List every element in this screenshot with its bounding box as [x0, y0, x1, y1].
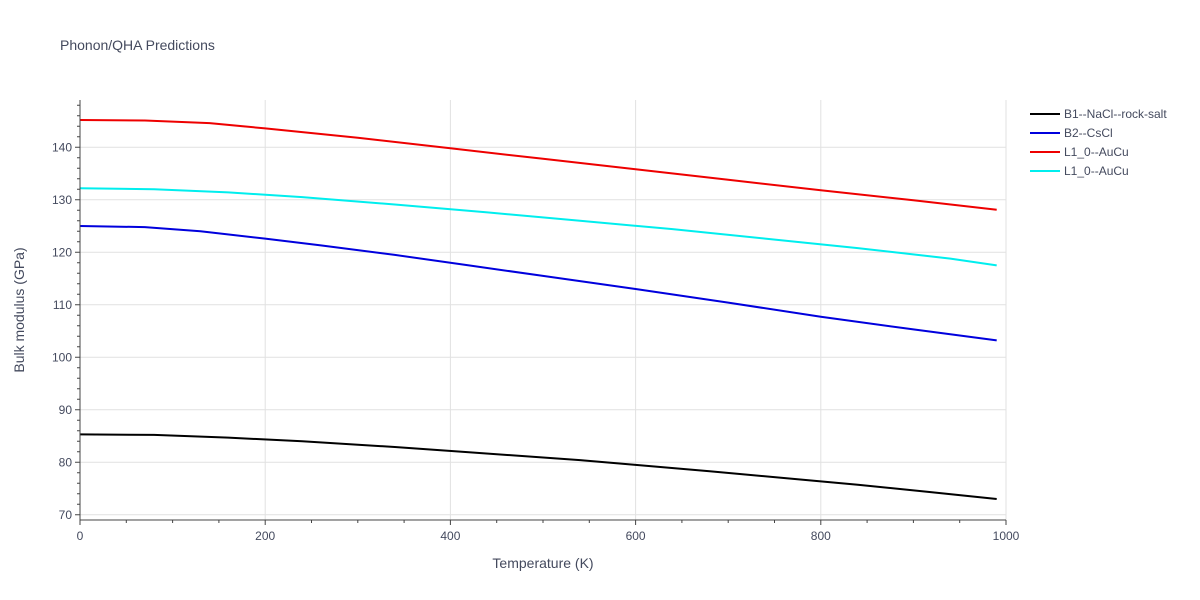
x-tick-label: 0: [77, 529, 84, 543]
y-tick-label: 140: [52, 140, 72, 154]
axes: 70 80 90 100 110 120 130 140 0 200 400 600 800 1000: [52, 100, 1020, 543]
series-line-2: [79, 119, 997, 211]
legend-label: L1_0--AuCu: [1064, 145, 1129, 159]
legend-item-2[interactable]: L1_0--AuCu: [1030, 145, 1129, 159]
y-tick-label: 90: [59, 403, 73, 417]
x-tick-label: 600: [626, 529, 646, 543]
x-tick-label: 400: [440, 529, 460, 543]
y-axis-title: Bulk modulus (GPa): [11, 247, 27, 372]
legend-item-0[interactable]: B1--NaCl--rock-salt: [1030, 107, 1167, 121]
x-axis-title: Temperature (K): [492, 555, 593, 571]
x-tick-label: 1000: [993, 529, 1020, 543]
legend[interactable]: B1--NaCl--rock-salt B2--CsCl L1_0--AuCu L1_…: [1030, 107, 1167, 178]
legend-label: L1_0--AuCu: [1064, 164, 1129, 178]
chart-title: Phonon/QHA Predictions: [60, 37, 215, 53]
legend-label: B1--NaCl--rock-salt: [1064, 107, 1167, 121]
series-lines: [79, 119, 997, 500]
y-tick-label: 70: [59, 508, 73, 522]
series-line-0: [79, 433, 997, 500]
legend-item-1[interactable]: B2--CsCl: [1030, 126, 1113, 140]
legend-item-3[interactable]: L1_0--AuCu: [1030, 164, 1129, 178]
x-tick-label: 800: [811, 529, 831, 543]
y-tick-label: 80: [59, 455, 73, 469]
y-tick-label: 130: [52, 193, 72, 207]
series-line-3: [79, 187, 997, 267]
series-line-1: [79, 225, 997, 342]
y-tick-label: 110: [53, 298, 72, 312]
y-tick-label: 100: [52, 350, 72, 364]
x-tick-label: 200: [255, 529, 275, 543]
legend-label: B2--CsCl: [1064, 126, 1113, 140]
y-tick-label: 120: [52, 245, 72, 259]
